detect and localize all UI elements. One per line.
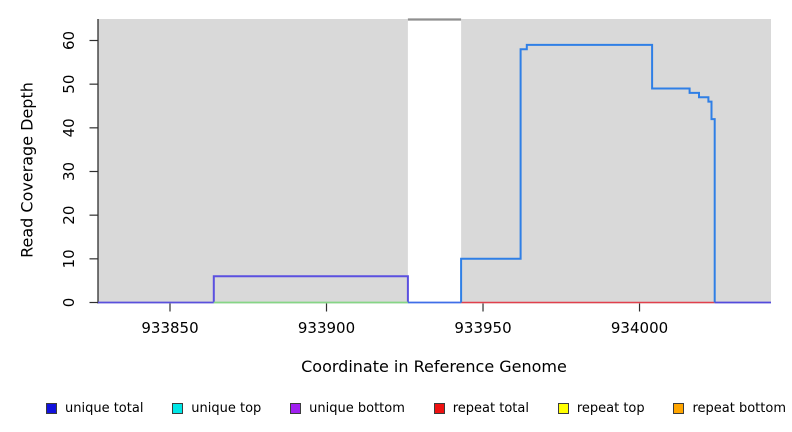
y-tick-label: 40 (60, 118, 78, 137)
repeat-top-swatch-icon (557, 402, 569, 414)
masked-region (407, 19, 462, 304)
y-tick-label: 60 (60, 31, 78, 50)
legend-item-unique-total: unique total (46, 401, 143, 416)
legend-label: unique total (65, 400, 144, 416)
legend-item-unique-bottom: unique bottom (290, 401, 405, 416)
unique-total-swatch-icon (46, 402, 57, 414)
legend-label: unique bottom (309, 400, 405, 416)
x-tick-label: 933850 (141, 319, 198, 337)
y-tick-label: 10 (60, 249, 78, 268)
series-unique-bottom-rect (212, 275, 409, 303)
series-unique-total-curve (460, 43, 716, 303)
unique-bottom-swatch-icon (290, 402, 302, 414)
legend-item-repeat-top: repeat top (557, 400, 645, 416)
y-tick-label: 30 (60, 162, 78, 181)
x-tick-label: 934000 (611, 319, 668, 337)
legend-label: repeat total (452, 400, 529, 416)
legend-label: unique top (191, 400, 262, 416)
y-tick-label: 20 (60, 206, 78, 225)
legend-item-repeat-bottom: repeat bottom (673, 401, 786, 416)
legend: unique total unique top unique bottom repea… (46, 398, 786, 418)
repeat-total-swatch-icon (433, 402, 445, 414)
legend-label: repeat bottom (692, 400, 786, 416)
legend-item-unique-top: unique top (172, 401, 261, 416)
legend-label: repeat top (576, 400, 645, 416)
x-axis-title: Coordinate in Reference Genome (301, 357, 567, 376)
y-tick-label: 0 (60, 298, 78, 308)
unique-top-swatch-icon (172, 402, 184, 414)
x-tick-label: 933900 (298, 319, 355, 337)
x-tick-label: 933950 (454, 319, 511, 337)
y-axis-title: Read Coverage Depth (17, 82, 37, 258)
repeat-bottom-swatch-icon (673, 402, 685, 414)
y-tick-label: 50 (60, 75, 78, 94)
legend-item-repeat-total: repeat total (433, 400, 529, 416)
